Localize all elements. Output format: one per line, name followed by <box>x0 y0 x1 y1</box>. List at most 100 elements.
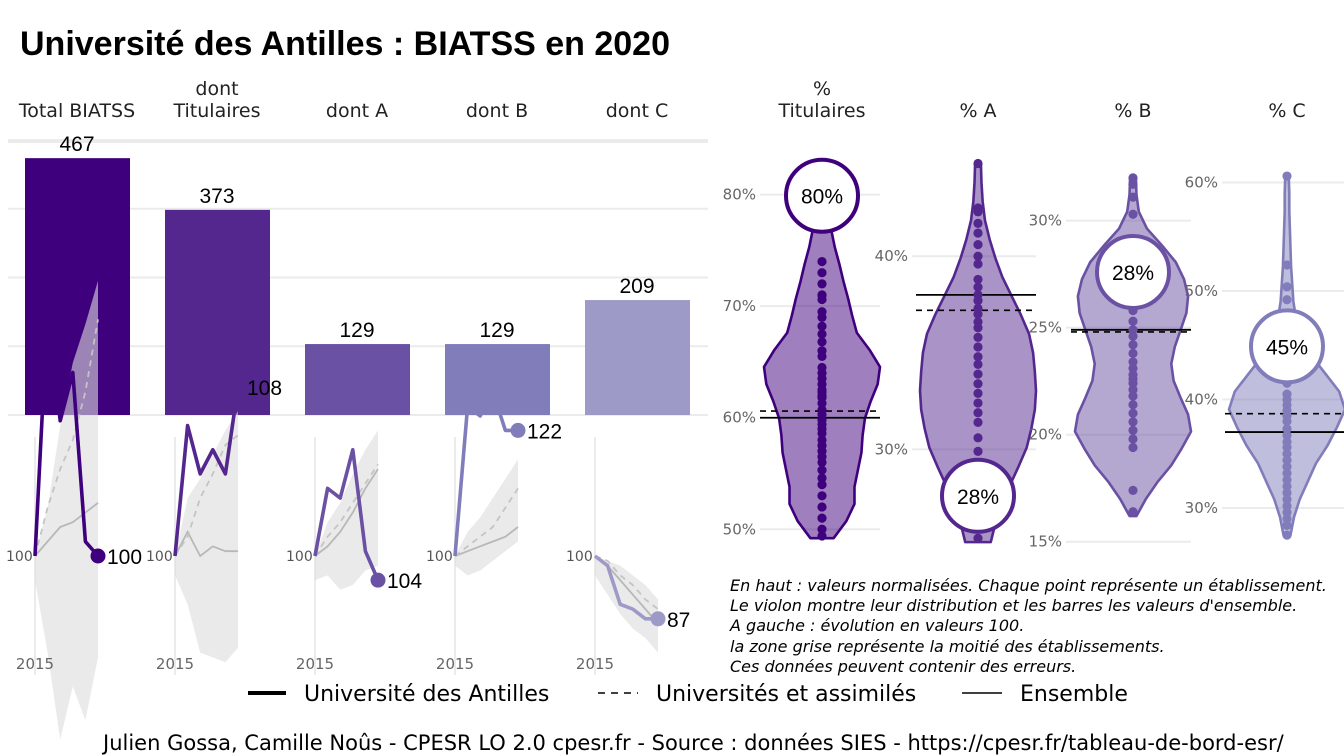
institution-point <box>1128 417 1138 427</box>
institution-line <box>453 389 518 557</box>
institution-point <box>817 513 827 523</box>
highlight-circle <box>1249 308 1325 385</box>
bar-category-label: dont C <box>606 100 668 122</box>
institution-point <box>1128 179 1138 189</box>
institution-point <box>973 207 983 217</box>
violin-tick-label: 70% <box>723 297 756 315</box>
institution-point <box>973 240 983 250</box>
interquartile-band <box>595 556 658 653</box>
institution-point <box>817 329 827 339</box>
institution-point <box>973 323 983 333</box>
institution-point <box>973 388 983 398</box>
institution-point <box>1128 400 1138 410</box>
end-value-label: 104 <box>387 570 422 593</box>
violin-header: % Titulaires <box>778 78 866 122</box>
bar-value-label: 129 <box>479 319 514 342</box>
universities-line <box>174 434 239 557</box>
institution-point <box>817 480 827 490</box>
institution-point <box>973 218 983 229</box>
highlight-value-label: 28% <box>1112 262 1154 285</box>
highlight-circle <box>940 457 1016 534</box>
bar <box>165 209 270 415</box>
institution-point <box>1282 260 1292 270</box>
highlight-value-label: 45% <box>1266 336 1308 359</box>
violin-tick-label: 15% <box>1029 533 1062 551</box>
institution-point <box>1128 209 1138 219</box>
institution-point <box>1282 171 1292 181</box>
bar <box>585 300 690 415</box>
institution-point <box>1282 488 1292 498</box>
highlight-value-label: 28% <box>957 486 999 509</box>
institution-point <box>1282 481 1292 491</box>
institution-point <box>1128 340 1138 350</box>
universities-line <box>594 555 659 610</box>
institution-line <box>313 447 380 581</box>
note-line-5: Ces données peuvent contenir des erreurs… <box>730 657 1076 676</box>
violin-header: % A <box>959 100 996 122</box>
end-value-label: 100 <box>107 546 142 569</box>
institution-point <box>973 359 983 370</box>
institution-point <box>817 268 827 278</box>
interquartile-band <box>175 411 238 663</box>
institution-point <box>973 251 983 261</box>
institution-point <box>817 279 827 289</box>
note-line-3: A gauche : évolution en valeurs 100. <box>729 616 1024 635</box>
institution-point <box>817 321 827 331</box>
violin-tick-label: 50% <box>1185 282 1218 300</box>
institution-point <box>973 158 983 169</box>
institution-point <box>1128 357 1138 367</box>
bar-value-label: 373 <box>199 185 234 208</box>
institution-point <box>973 282 983 292</box>
institution-point <box>1282 520 1292 530</box>
institution-point <box>1282 282 1292 292</box>
institution-point <box>1128 408 1138 418</box>
institution-point <box>1128 391 1138 401</box>
bar-chart: Total BIATSS 467 dont Titulaires 373 dont A 12… <box>8 78 708 416</box>
institution-point <box>1282 455 1292 465</box>
source-caption: Julien Gossa, Camille Noûs - CPESR LO 2.… <box>101 731 1285 755</box>
ensemble-line <box>314 468 379 557</box>
institution-point <box>817 428 827 438</box>
institution-point <box>973 433 983 443</box>
violin-tick-label: 30% <box>1029 212 1062 230</box>
institution-line <box>173 386 240 557</box>
note-line-4: la zone grise représente la moitié des é… <box>730 637 1165 656</box>
violin-charts: % Titulaires 80% 70% 60% 50% 80% % A 40% 30% 28% % … <box>723 78 1344 551</box>
violin-tick-label: 50% <box>723 520 756 538</box>
end-point <box>90 548 106 564</box>
violin-tick-label: 60% <box>723 409 756 427</box>
x-tick-label: 2015 <box>156 655 194 673</box>
institution-point <box>973 369 983 379</box>
end-point <box>510 422 526 438</box>
institution-point <box>1128 348 1138 358</box>
end-value-label: 122 <box>527 420 562 443</box>
institution-point <box>817 256 827 267</box>
start-value-label: 100 <box>286 549 313 565</box>
violin-header: % C <box>1268 100 1305 122</box>
legend: Université des Antilles Universités et a… <box>248 682 1128 707</box>
institution-point <box>817 473 827 483</box>
violin-tick-label: 40% <box>875 247 908 265</box>
institution-point <box>973 342 983 352</box>
institution-point <box>973 309 983 319</box>
institution-line <box>33 307 100 558</box>
x-tick-label: 2015 <box>436 655 474 673</box>
institution-point <box>973 398 983 408</box>
institution-point <box>1282 424 1292 434</box>
institution-point <box>1128 331 1138 341</box>
start-value-label: 100 <box>6 549 33 565</box>
institution-point <box>973 296 983 306</box>
note-line-2: Le violon montre leur distribution et le… <box>730 596 1297 615</box>
institution-point <box>1282 449 1292 459</box>
highlight-value-label: 80% <box>801 186 843 209</box>
institution-point <box>1282 416 1292 426</box>
institution-point <box>1282 501 1292 511</box>
bar-value-label: 467 <box>59 133 94 156</box>
bar-category-label: dont B <box>466 100 528 122</box>
institution-point <box>1282 514 1292 524</box>
legend-label-1: Université des Antilles <box>304 682 549 707</box>
ensemble-line <box>34 502 99 557</box>
ensemble-line <box>454 526 519 557</box>
institution-point <box>1282 507 1292 517</box>
bar-value-label: 129 <box>339 319 374 342</box>
